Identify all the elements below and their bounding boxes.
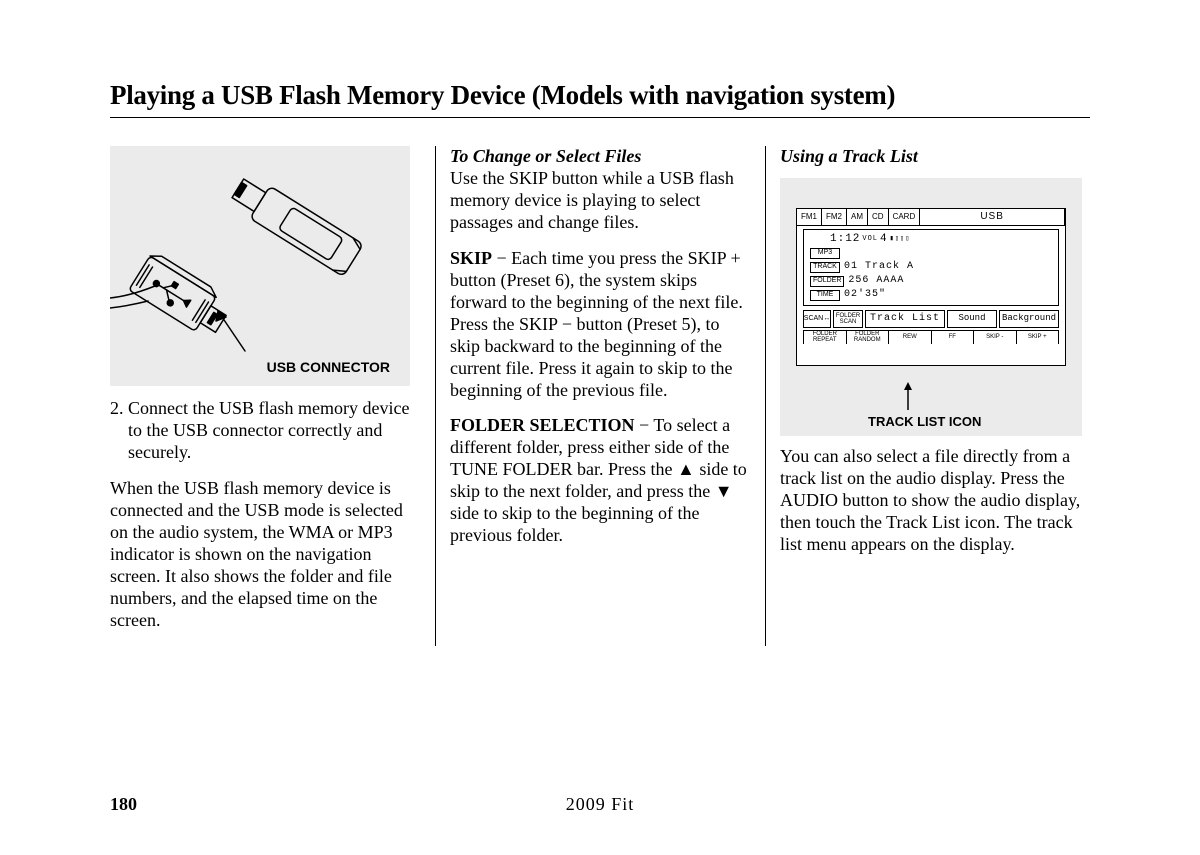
mp3-row: MP3 [810, 247, 1052, 260]
page-content: Playing a USB Flash Memory Device (Model… [110, 80, 1090, 646]
scan-button: SCAN↔ [803, 310, 831, 328]
vol-value: 4 [880, 233, 888, 246]
step-2: 2. Connect the USB flash memory device t… [110, 398, 417, 464]
callout-arrow-icon [898, 382, 918, 412]
folder-repeat-button: FOLDER REPEAT [803, 330, 846, 344]
tab-fm1: FM1 [797, 209, 822, 225]
folder-scan-button: FOLDER SCAN [833, 310, 863, 328]
col2-subhead: To Change or Select Files [450, 146, 641, 166]
skip-text: − Each time you press the SKIP + button … [450, 248, 743, 400]
ff-button: FF [931, 330, 974, 344]
tab-cd: CD [868, 209, 889, 225]
column-2: To Change or Select Files Use the SKIP b… [435, 146, 765, 646]
sound-button: Sound [947, 310, 997, 328]
audio-screen: FM1 FM2 AM CD CARD USB 1:12 VOL 4 ▮▯▯▯ [796, 208, 1066, 366]
track-info-area: 1:12 VOL 4 ▮▯▯▯ MP3 TRACK 01 Track A [803, 229, 1059, 306]
skip-label: SKIP [450, 248, 492, 268]
skip-minus-button: SKIP - [973, 330, 1016, 344]
tab-am: AM [847, 209, 868, 225]
vol-label: VOL [862, 235, 878, 244]
time-tag: TIME [810, 290, 840, 301]
page-title: Playing a USB Flash Memory Device (Model… [110, 80, 1090, 118]
folder-row: FOLDER 256 AAAA [810, 275, 1052, 288]
col3-subhead: Using a Track List [780, 146, 918, 166]
folder-random-button: FOLDER RANDOM [846, 330, 889, 344]
skip-plus-button: SKIP + [1016, 330, 1060, 344]
column-layout: USB CONNECTOR 2. Connect the USB flash m… [110, 146, 1090, 646]
time-row: TIME 02'35" [810, 289, 1052, 302]
triangle-down-icon: ▼ [715, 481, 733, 503]
skip-paragraph: SKIP − Each time you press the SKIP + bu… [450, 248, 751, 402]
folder-paragraph: FOLDER SELECTION − To select a different… [450, 415, 751, 547]
folder-label: FOLDER SELECTION [450, 415, 635, 435]
folder-value: 256 AAAA [848, 275, 904, 287]
track-row: TRACK 01 Track A [810, 261, 1052, 274]
track-value: 01 Track A [844, 261, 914, 273]
usb-connector-drawing [110, 146, 410, 386]
column-1: USB CONNECTOR 2. Connect the USB flash m… [110, 146, 435, 646]
time-value: 02'35" [844, 289, 886, 301]
step-number: 2. [110, 398, 128, 464]
mp3-tag: MP3 [810, 248, 840, 259]
usb-connector-label: USB CONNECTOR [267, 359, 390, 376]
button-row-2: FOLDER REPEAT FOLDER RANDOM REW FF SKIP … [803, 330, 1059, 344]
col3-paragraph: You can also select a file directly from… [780, 446, 1090, 556]
usb-connector-figure: USB CONNECTOR [110, 146, 410, 386]
page-footer: 180 2009 Fit [110, 794, 1090, 815]
footer-model: 2009 Fit [110, 794, 1090, 815]
rew-button: REW [888, 330, 931, 344]
button-row-1: SCAN↔ FOLDER SCAN Track List Sound Backg… [803, 310, 1059, 328]
source-tabs: FM1 FM2 AM CD CARD USB [797, 209, 1065, 226]
column-3: Using a Track List FM1 FM2 AM CD CARD US… [765, 146, 1090, 646]
track-tag: TRACK [810, 262, 840, 273]
tab-card: CARD [889, 209, 921, 225]
clock-vol-row: 1:12 VOL 4 ▮▯▯▯ [810, 233, 1052, 246]
folder-tag: FOLDER [810, 276, 844, 287]
tab-usb: USB [920, 209, 1065, 225]
tab-fm2: FM2 [822, 209, 847, 225]
clock-value: 1:12 [830, 233, 860, 246]
background-button: Background [999, 310, 1059, 328]
audio-screen-figure: FM1 FM2 AM CD CARD USB 1:12 VOL 4 ▮▯▯▯ [780, 178, 1082, 436]
col1-paragraph: When the USB flash memory device is conn… [110, 478, 417, 632]
vol-bar-icon: ▮▯▯▯ [890, 235, 911, 244]
triangle-up-icon: ▲ [677, 459, 695, 481]
col2-para1: Use the SKIP button while a USB flash me… [450, 168, 734, 232]
folder-text-c: side to skip to the beginning of the pre… [450, 503, 699, 545]
track-list-button: Track List [865, 310, 945, 328]
step-text: Connect the USB flash memory device to t… [128, 398, 417, 464]
track-list-label: TRACK LIST ICON [868, 414, 981, 430]
